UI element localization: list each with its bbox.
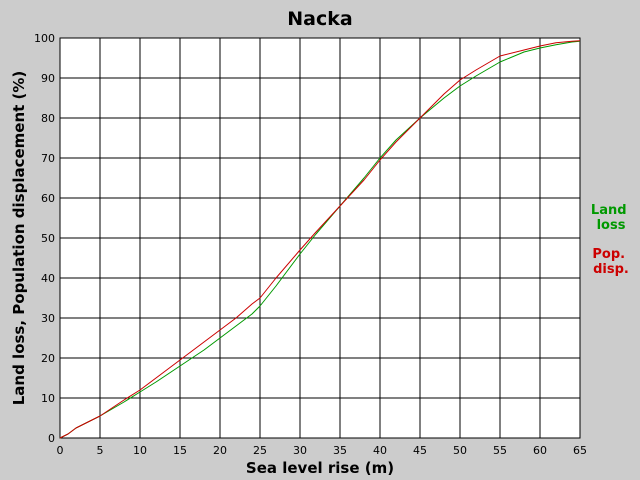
y-tick-label: 0 bbox=[48, 432, 55, 445]
y-tick-label: 20 bbox=[41, 352, 55, 365]
y-tick-label: 60 bbox=[41, 192, 55, 205]
y-tick-label: 40 bbox=[41, 272, 55, 285]
y-tick-labels: 0 10 20 30 40 50 60 70 80 90 100 bbox=[34, 32, 55, 445]
legend-entry-pop-disp: Pop. disp. bbox=[592, 247, 629, 277]
plot-frame bbox=[59, 37, 581, 439]
y-tick-label: 50 bbox=[41, 232, 55, 245]
y-tick-label: 30 bbox=[41, 312, 55, 325]
x-tick-label: 35 bbox=[333, 444, 347, 457]
x-axis-label: Sea level rise (m) bbox=[246, 459, 394, 477]
y-axis-label: Land loss, Population displacement (%) bbox=[10, 71, 28, 406]
x-tick-label: 15 bbox=[173, 444, 187, 457]
y-tick-label: 10 bbox=[41, 392, 55, 405]
land-loss-line bbox=[59, 40, 581, 439]
x-tick-label: 5 bbox=[97, 444, 104, 457]
x-tick-label: 20 bbox=[213, 444, 227, 457]
x-tick-label: 0 bbox=[57, 444, 64, 457]
y-tick-label: 90 bbox=[41, 72, 55, 85]
legend: Land loss Pop. disp. bbox=[591, 203, 631, 277]
x-tick-label: 65 bbox=[573, 444, 587, 457]
y-tick-label: 100 bbox=[34, 32, 55, 45]
x-tick-label: 25 bbox=[253, 444, 267, 457]
x-tick-label: 55 bbox=[493, 444, 507, 457]
chart-title: Nacka bbox=[287, 8, 352, 30]
y-tick-label: 80 bbox=[41, 112, 55, 125]
population-displacement-line bbox=[59, 40, 581, 439]
y-tick-label: 70 bbox=[41, 152, 55, 165]
x-tick-label: 60 bbox=[533, 444, 547, 457]
x-tick-label: 40 bbox=[373, 444, 387, 457]
legend-entry-land-loss: Land loss bbox=[591, 203, 631, 233]
x-tick-label: 50 bbox=[453, 444, 467, 457]
x-tick-label: 45 bbox=[413, 444, 427, 457]
series-lines bbox=[59, 40, 581, 439]
x-tick-label: 30 bbox=[293, 444, 307, 457]
x-tick-label: 10 bbox=[133, 444, 147, 457]
x-tick-labels: 0 5 10 15 20 25 30 35 40 45 50 55 60 65 bbox=[57, 444, 588, 457]
